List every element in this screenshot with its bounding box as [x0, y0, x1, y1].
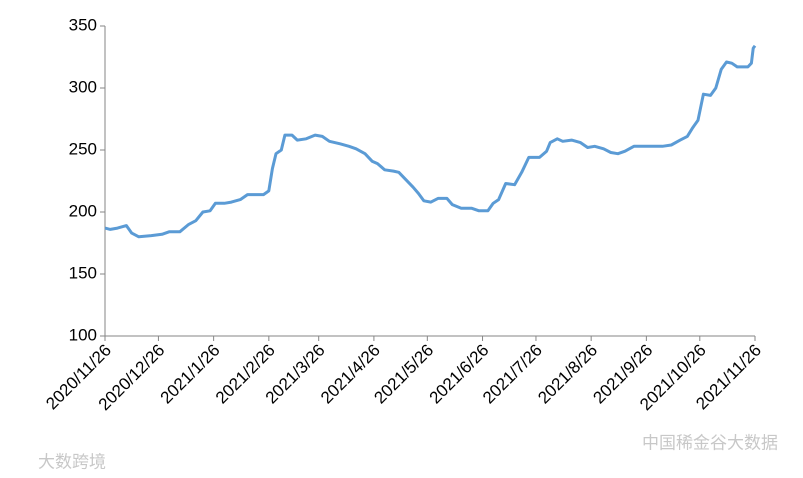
y-tick-label: 300 [69, 77, 97, 96]
watermark: 大数跨境 [38, 452, 106, 471]
y-tick-label: 100 [69, 325, 97, 344]
x-tick-label: 2021/1/26 [157, 341, 224, 408]
watermark: 中国稀金谷大数据 [642, 433, 778, 452]
y-tick-label: 200 [69, 201, 97, 220]
y-tick-label: 350 [69, 15, 97, 34]
x-tick-label: 2021/8/26 [534, 341, 601, 408]
y-tick-label: 150 [69, 263, 97, 282]
y-tick-label: 250 [69, 139, 97, 158]
line [104, 44, 757, 239]
